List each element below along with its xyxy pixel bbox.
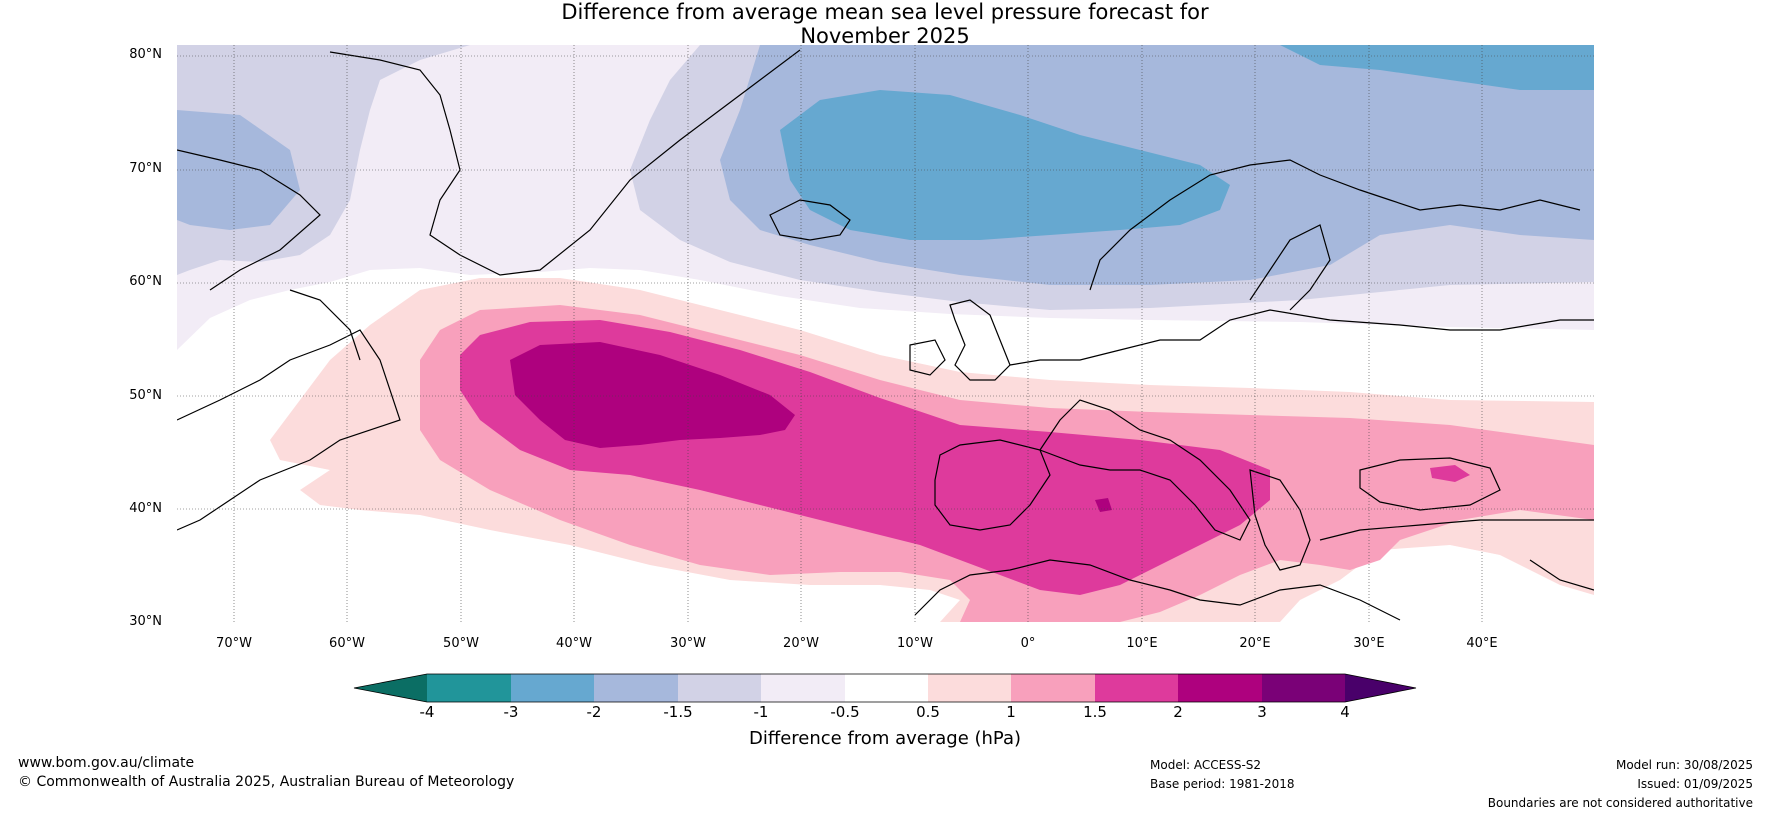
lon-label: 0° [1020, 636, 1036, 651]
lon-label: 10°W [897, 636, 933, 651]
copyright-text: © Commonwealth of Australia 2025, Austra… [18, 774, 515, 790]
map-title: Difference from average mean sea level p… [0, 0, 1770, 48]
colorbar-tick: 1 [1006, 703, 1016, 721]
graticule [177, 45, 1594, 622]
map-plot-area [177, 45, 1594, 622]
colorbar-segment [427, 674, 511, 702]
lon-label: 30°E [1353, 636, 1385, 651]
lon-label: 40°W [556, 636, 592, 651]
lon-label: 50°W [443, 636, 479, 651]
colorbar-tick: 2 [1173, 703, 1183, 721]
colorbar-label: Difference from average (hPa) [748, 728, 1022, 749]
colorbar-tick: -1 [753, 703, 769, 721]
lon-label: 10°E [1126, 636, 1158, 651]
lat-label: 80°N [129, 47, 162, 62]
colorbar-segment [1011, 674, 1095, 702]
lat-label: 30°N [129, 614, 162, 629]
colorbar-tick: -4 [419, 703, 435, 721]
lat-label: 40°N [129, 501, 162, 516]
colorbar-tick: 1.5 [1083, 703, 1107, 721]
colorbar-tick: -1.5 [663, 703, 693, 721]
model-run: Model run: 30/08/2025 [1615, 758, 1753, 772]
lon-label: 70°W [216, 636, 252, 651]
colorbar-segment [761, 674, 845, 702]
title-line-1: Difference from average mean sea level p… [561, 0, 1209, 24]
lon-label: 30°W [670, 636, 706, 651]
lat-label: 70°N [129, 161, 162, 176]
colorbar-tick: -0.5 [830, 703, 860, 721]
colorbar-segment [678, 674, 761, 702]
lat-label: 60°N [129, 274, 162, 289]
title-line-2: November 2025 [800, 24, 970, 48]
disclaimer-text: Boundaries are not considered authoritat… [1487, 796, 1753, 810]
lat-label: 50°N [129, 388, 162, 403]
colorbar-extend-low [354, 674, 427, 702]
colorbar-tick: -2 [586, 703, 602, 721]
website-link[interactable]: www.bom.gov.au/climate [18, 755, 195, 771]
colorbar-segment [1178, 674, 1262, 702]
lon-label: 20°E [1239, 636, 1271, 651]
colorbar-tick: -3 [503, 703, 519, 721]
base-period: Base period: 1981-2018 [1150, 777, 1295, 791]
colorbar-extend-high [1345, 674, 1416, 702]
model-name: Model: ACCESS-S2 [1150, 758, 1262, 772]
lon-label: 60°W [329, 636, 365, 651]
contour-2-to-3 [510, 342, 1112, 512]
colorbar-outline [353, 673, 1417, 703]
colorbar-tick: 0.5 [916, 703, 940, 721]
colorbar-tick: 4 [1340, 703, 1350, 721]
lon-label: 20°W [783, 636, 819, 651]
colorbar-segment [845, 674, 928, 702]
coastlines [177, 49, 1594, 621]
lon-label: 40°E [1466, 636, 1498, 651]
colorbar-segment [1095, 674, 1178, 702]
issued-date: Issued: 01/09/2025 [1637, 777, 1753, 791]
contour-minus-2-to-minus-3 [780, 45, 1594, 240]
colorbar-segment [928, 674, 1011, 702]
colorbar-segment [511, 674, 594, 702]
colorbar-segment [594, 674, 678, 702]
colorbar-tick: 3 [1257, 703, 1267, 721]
colorbar-segment [1262, 674, 1345, 702]
